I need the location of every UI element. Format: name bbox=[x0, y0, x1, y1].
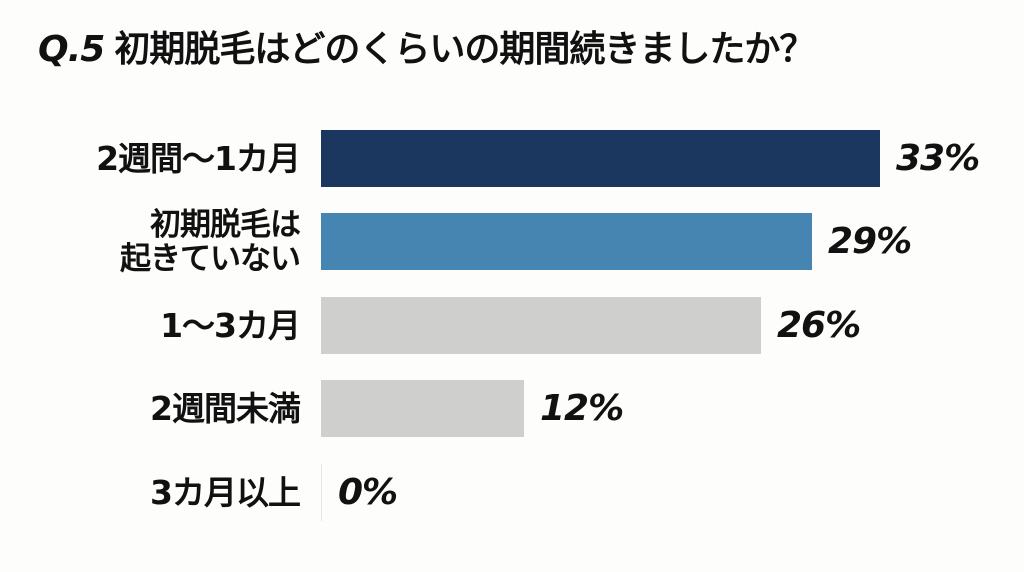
chart-title: Q.5 初期脱毛はどのくらいの期間続きましたか？ bbox=[38, 26, 815, 74]
value-label: 33% bbox=[896, 138, 980, 179]
category-label-text: 2週間〜1カ月 bbox=[96, 139, 301, 178]
category-label-text: 2週間未満 bbox=[150, 389, 301, 428]
category-label: 初期脱毛は 起きていない bbox=[120, 208, 301, 276]
bar bbox=[321, 380, 524, 437]
category-label: 1〜3カ月 bbox=[160, 297, 301, 354]
bar bbox=[321, 130, 880, 187]
category-label-line-1: 初期脱毛は bbox=[150, 206, 301, 243]
bar bbox=[321, 464, 322, 521]
value-label: 0% bbox=[338, 472, 398, 513]
bar-row: 2週間〜1カ月 33% bbox=[0, 130, 1024, 187]
value-label: 29% bbox=[828, 221, 912, 262]
value-label: 12% bbox=[540, 388, 624, 429]
bar bbox=[321, 213, 812, 270]
question-number: Q.5 bbox=[38, 29, 105, 70]
bar-row: 1〜3カ月 26% bbox=[0, 297, 1024, 354]
bar-row: 初期脱毛は 起きていない 29% bbox=[0, 208, 1024, 276]
question-text: 初期脱毛はどのくらいの期間続きましたか？ bbox=[114, 29, 815, 70]
category-label: 2週間〜1カ月 bbox=[96, 130, 301, 187]
value-label: 26% bbox=[777, 305, 861, 346]
bar bbox=[321, 297, 761, 354]
bar-row: 2週間未満 12% bbox=[0, 380, 1024, 437]
category-label-text: 1〜3カ月 bbox=[160, 306, 301, 345]
category-label-text: 3カ月以上 bbox=[150, 473, 301, 512]
category-label-line-2: 起きていない bbox=[120, 240, 301, 277]
category-label: 2週間未満 bbox=[150, 380, 301, 437]
bar-row: 3カ月以上 0% bbox=[0, 464, 1024, 521]
category-label: 3カ月以上 bbox=[150, 464, 301, 521]
